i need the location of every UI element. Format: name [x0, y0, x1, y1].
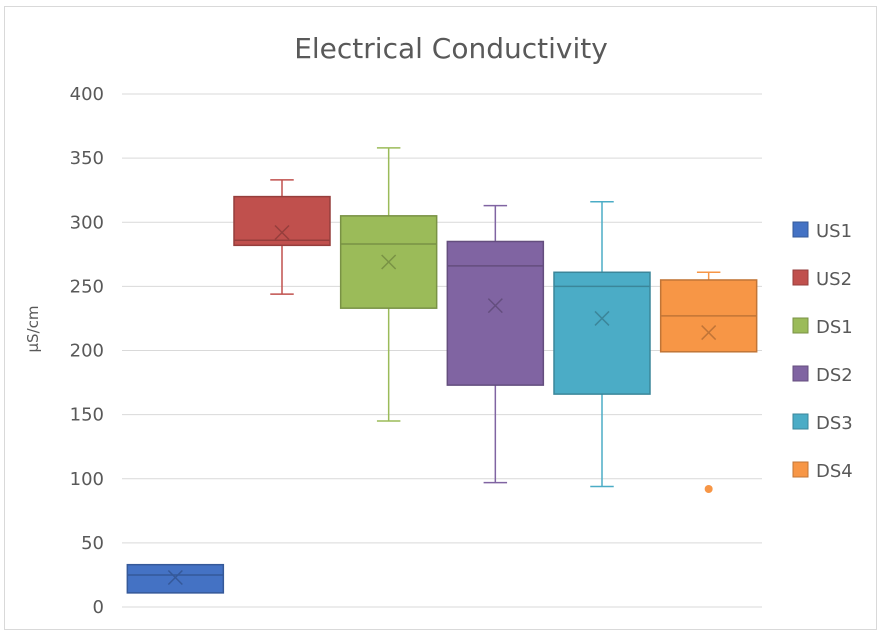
- legend-item-us1: US1: [792, 221, 852, 242]
- legend-swatch: [792, 365, 809, 382]
- y-tick-label: 350: [70, 148, 104, 169]
- box-iqr: [446, 240, 545, 386]
- y-tick-label: 150: [70, 405, 104, 426]
- legend-label: DS1: [816, 317, 853, 338]
- mean-marker: [167, 569, 183, 586]
- legend-label: DS4: [816, 461, 853, 482]
- legend-swatch: [792, 461, 809, 478]
- y-tick-label: 300: [70, 212, 104, 233]
- legend-label: US1: [816, 221, 852, 242]
- y-tick-label: 250: [70, 276, 104, 297]
- box-iqr: [553, 271, 651, 395]
- mean-marker: [487, 298, 503, 314]
- box-us2: [233, 179, 331, 295]
- legend-item-ds3: DS3: [792, 413, 853, 434]
- mean-marker: [381, 254, 397, 270]
- legend: US1 US2 DS1 DS2 DS3 DS4: [792, 221, 853, 482]
- legend-item-ds2: DS2: [792, 365, 853, 386]
- legend-label: DS3: [816, 413, 853, 434]
- legend-swatch: [792, 269, 809, 286]
- outlier-point: [704, 485, 713, 494]
- box-plot-chart: Electrical Conductivity 0 50 100 150 200 250 3…: [24, 32, 853, 618]
- y-tick-label: 0: [93, 597, 104, 618]
- chart-frame: Electrical Conductivity 0 50 100 150 200 250 3…: [4, 6, 877, 630]
- legend-swatch: [792, 317, 809, 334]
- box-ds4: [659, 271, 758, 494]
- legend-label: DS2: [816, 365, 853, 386]
- mean-marker: [594, 310, 610, 326]
- chart-title: Electrical Conductivity: [294, 32, 608, 65]
- gridlines: [122, 93, 762, 608]
- y-axis-ticks: 0 50 100 150 200 250 300 350 400: [70, 84, 104, 618]
- legend-item-us2: US2: [792, 269, 852, 290]
- y-axis-label: µS/cm: [24, 306, 42, 353]
- box-iqr: [233, 195, 331, 247]
- y-tick-label: 200: [70, 341, 104, 362]
- y-tick-label: 100: [70, 469, 104, 490]
- y-tick-label: 50: [81, 533, 104, 554]
- box-ds1: [339, 147, 438, 422]
- box-iqr: [126, 563, 225, 594]
- legend-swatch: [792, 221, 809, 238]
- box-ds3: [553, 200, 651, 488]
- legend-item-ds4: DS4: [792, 461, 853, 482]
- box-series: [126, 147, 758, 594]
- box-us1: [126, 563, 225, 594]
- mean-marker: [274, 224, 290, 241]
- legend-item-ds1: DS1: [792, 317, 853, 338]
- y-tick-label: 400: [70, 84, 104, 105]
- legend-label: US2: [816, 269, 852, 290]
- mean-marker: [701, 325, 717, 341]
- legend-swatch: [792, 413, 809, 430]
- box-ds2: [446, 204, 545, 484]
